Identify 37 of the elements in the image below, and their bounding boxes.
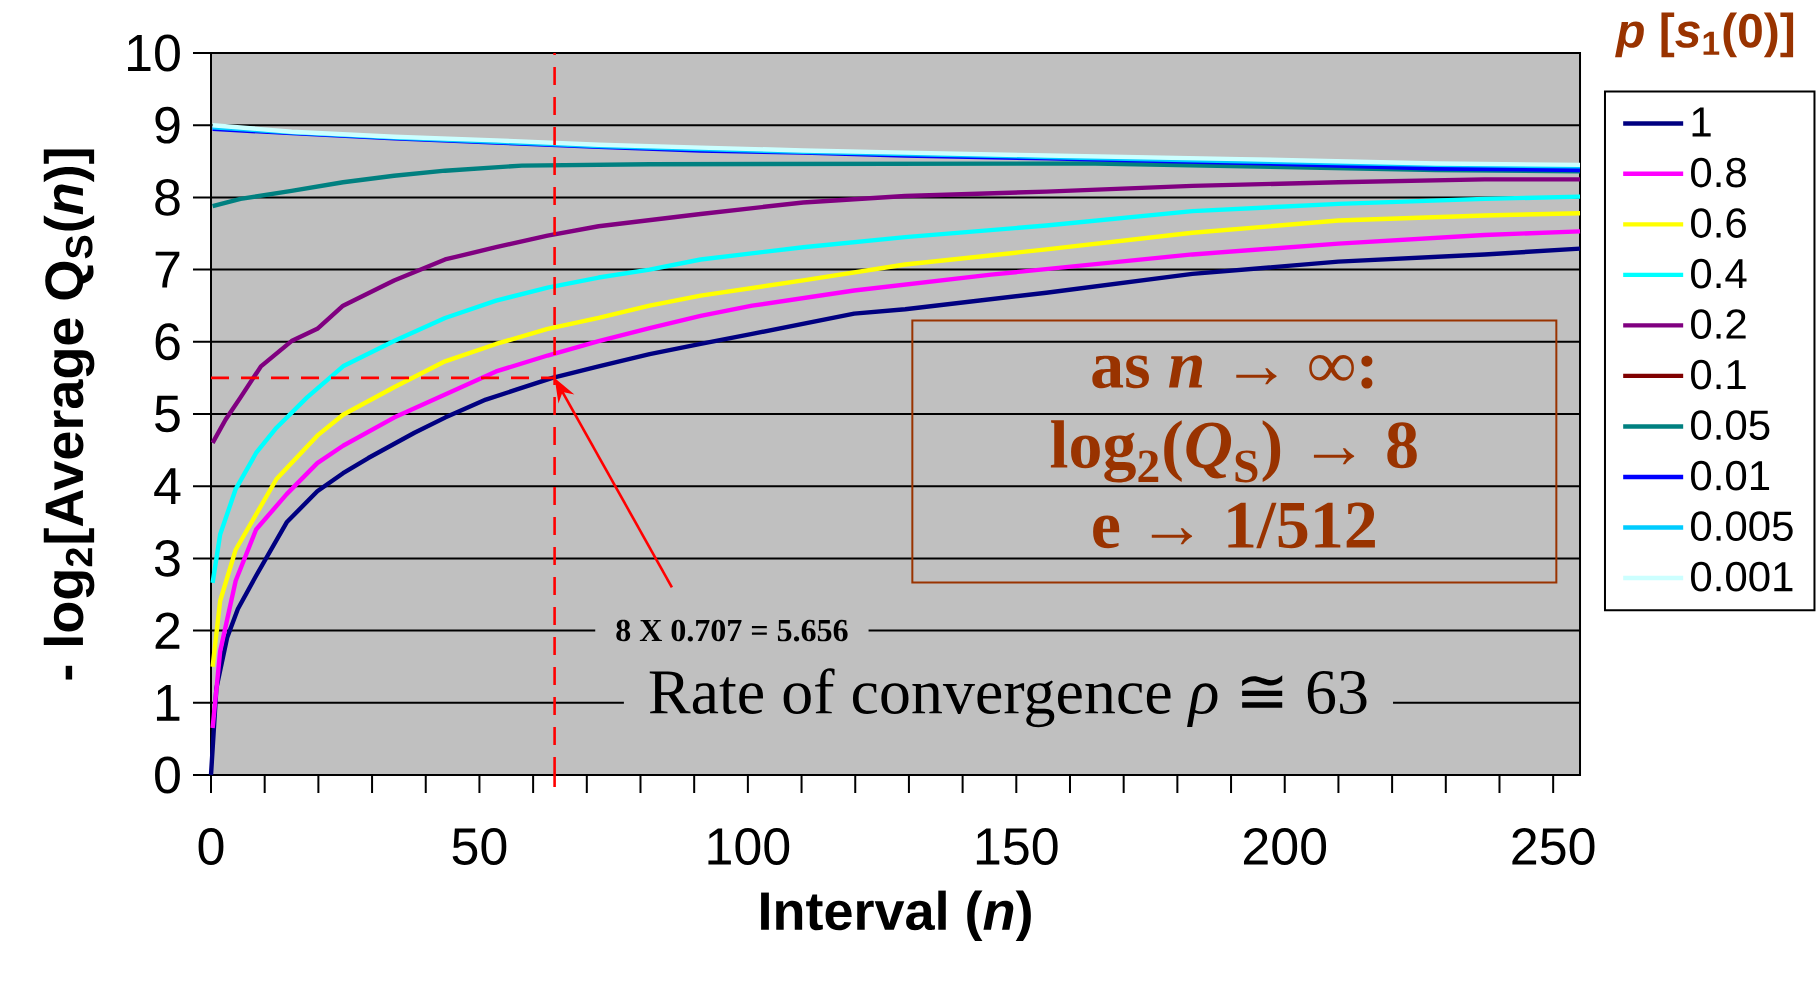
y-tick-label: 1 <box>156 684 180 721</box>
legend-label: 0.005 <box>1691 511 1793 542</box>
annotation: 8 X 0.707 = 5.656 <box>616 619 848 642</box>
y-tick-label: 2 <box>155 612 180 649</box>
y-tick-label: 9 <box>155 106 180 144</box>
y-axis-title: - log$_{2}$[Average Q$_{S}$(n)] <box>43 149 95 680</box>
y-tick-label: 8 <box>155 178 180 216</box>
legend-label: 0.2 <box>1691 309 1746 339</box>
legend-label: 0.8 <box>1691 157 1746 188</box>
y-tick-label: 10 <box>128 34 180 72</box>
legend-label: 0.001 <box>1691 561 1793 592</box>
legend-label: 0.01 <box>1691 460 1770 491</box>
x-tick-label: 250 <box>1512 828 1595 865</box>
x-tick-label: 100 <box>708 828 790 865</box>
x-axis-title: Interval (n) <box>761 890 1031 941</box>
y-tick-label: 0 <box>155 756 180 794</box>
annotation: log$_{2}$(Q$_{S}$) → 8 <box>1050 420 1417 483</box>
x-tick-label: 200 <box>1243 828 1327 865</box>
legend-label: 0.4 <box>1691 258 1747 289</box>
annotation: e → 1/512 <box>1093 502 1375 549</box>
annotation: Rate of convergence ρ ≅ 63 <box>649 668 1367 728</box>
annotation: as n → ∞: <box>1092 354 1373 389</box>
legend-label: 0.6 <box>1691 208 1746 238</box>
line-series <box>210 211 1583 669</box>
x-tick-label: 0 <box>198 828 224 865</box>
legend-label: 1 <box>1692 107 1711 137</box>
y-tick-label: 4 <box>154 468 181 505</box>
y-tick-label: 5 <box>155 395 180 433</box>
y-tick-label: 3 <box>154 539 180 577</box>
line-series <box>210 194 1583 586</box>
x-tick-label: 150 <box>976 828 1058 865</box>
y-tick-label: 6 <box>155 323 180 361</box>
y-tick-label: 7 <box>155 251 180 288</box>
x-tick-label: 50 <box>452 828 507 865</box>
legend-title: p [s$_{1}$(0)] <box>1615 12 1794 58</box>
legend-label: 0.05 <box>1691 410 1770 440</box>
legend-label: 0.1 <box>1691 359 1746 390</box>
